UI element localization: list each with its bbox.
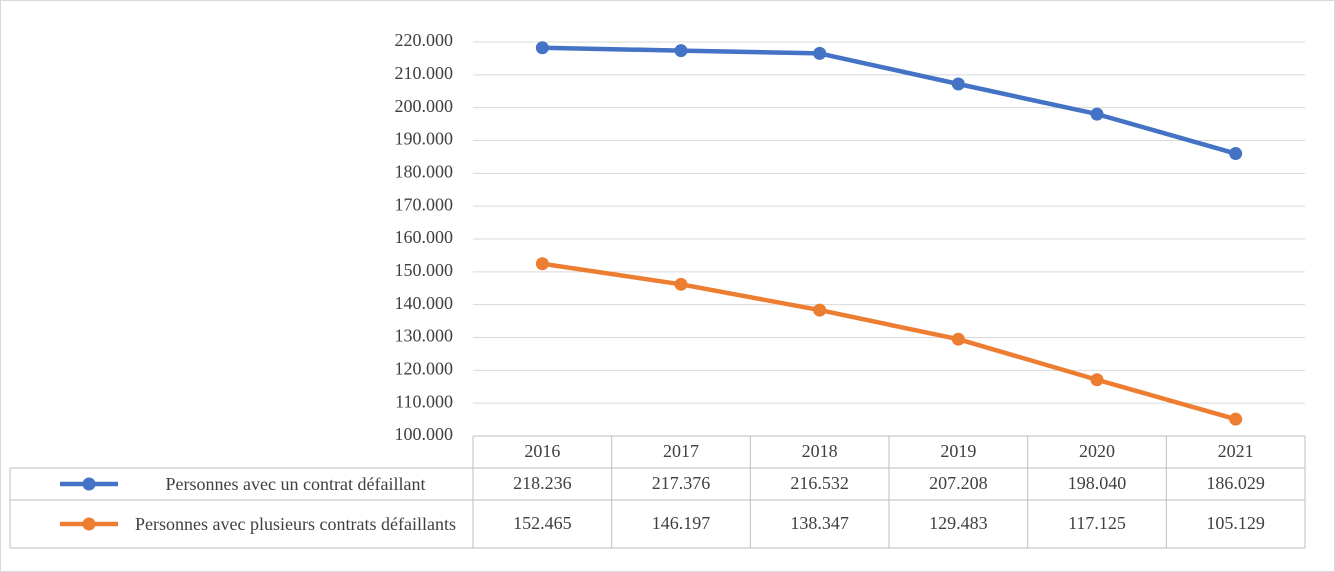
data-label: 198.040 <box>1068 473 1127 493</box>
y-tick-label: 130.000 <box>395 326 454 346</box>
data-point <box>951 332 965 346</box>
y-tick-label: 170.000 <box>395 194 454 214</box>
data-point <box>1090 107 1104 121</box>
data-label: 146.197 <box>652 513 711 533</box>
legend-swatch-marker <box>82 477 96 491</box>
y-tick-label: 220.000 <box>395 30 454 50</box>
y-tick-label: 110.000 <box>395 391 453 411</box>
data-point <box>1229 147 1243 161</box>
x-tick-label: 2017 <box>663 441 699 461</box>
y-tick-label: 120.000 <box>395 358 454 378</box>
data-point <box>813 46 827 60</box>
y-tick-label: 190.000 <box>395 129 454 149</box>
x-tick-label: 2019 <box>940 441 976 461</box>
data-point <box>535 41 549 55</box>
data-label: 152.465 <box>513 513 572 533</box>
legend-swatch-marker <box>82 517 96 531</box>
data-label: 186.029 <box>1206 473 1265 493</box>
data-point <box>674 44 688 58</box>
data-label: 105.129 <box>1206 513 1265 533</box>
y-tick-label: 100.000 <box>395 424 454 444</box>
data-point <box>674 277 688 291</box>
y-tick-label: 200.000 <box>395 96 454 116</box>
data-label: 129.483 <box>929 513 988 533</box>
legend-label-box: Personnes avec un contrat défaillant <box>165 474 426 494</box>
legend-label-box: Personnes avec plusieurs contrats défail… <box>135 514 456 534</box>
y-tick-label: 150.000 <box>395 260 454 280</box>
legend-label: Personnes avec un contrat défaillant <box>165 474 426 494</box>
data-label: 138.347 <box>790 513 849 533</box>
data-point <box>1090 373 1104 387</box>
x-tick-label: 2016 <box>524 441 560 461</box>
legend-label: Personnes avec plusieurs contrats défail… <box>135 514 456 534</box>
data-label: 207.208 <box>929 473 988 493</box>
y-tick-label: 140.000 <box>395 293 454 313</box>
data-label: 117.125 <box>1068 513 1126 533</box>
data-label: 216.532 <box>790 473 849 493</box>
series-line <box>542 45 1237 156</box>
series-line <box>542 261 1237 422</box>
x-tick-label: 2018 <box>802 441 838 461</box>
x-tick-label: 2020 <box>1079 441 1115 461</box>
data-label: 217.376 <box>652 473 711 493</box>
x-tick-label: 2021 <box>1218 441 1254 461</box>
y-tick-label: 180.000 <box>395 161 454 181</box>
data-point <box>951 77 965 91</box>
data-label: 218.236 <box>513 473 572 493</box>
y-tick-label: 210.000 <box>395 63 454 83</box>
data-point <box>535 257 549 271</box>
data-point <box>813 303 827 317</box>
y-tick-label: 160.000 <box>395 227 454 247</box>
data-point <box>1229 412 1243 426</box>
